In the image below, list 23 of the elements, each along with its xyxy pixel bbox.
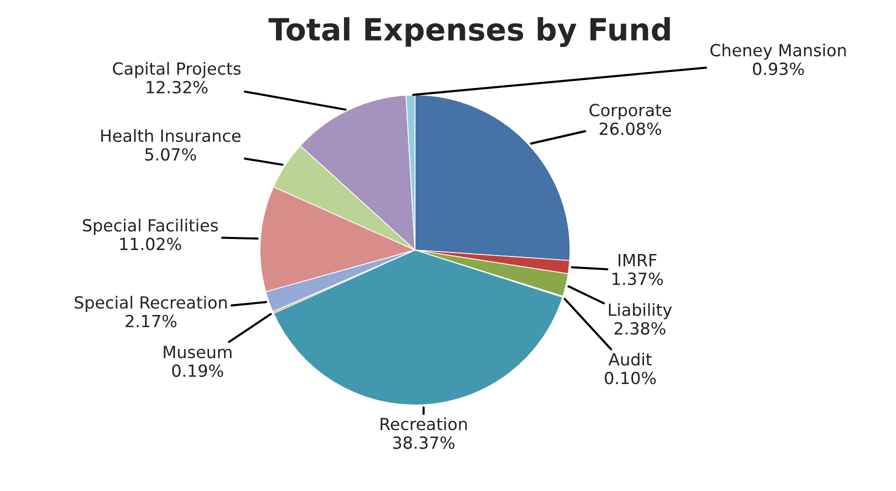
slice-label: Corporate — [590, 104, 672, 120]
slice-label: Cheney Mansion — [710, 44, 846, 60]
slice-label: Liability — [608, 303, 672, 320]
data-label: 0.93% — [752, 62, 804, 76]
data-label: 26.08% — [600, 122, 662, 136]
chart-title: Total Expenses by Fund — [268, 17, 670, 47]
slice-label: Special Recreation — [74, 296, 227, 312]
data-label: 0.10% — [604, 372, 656, 384]
data-label: 0.19% — [172, 364, 224, 377]
slice-label: Health Insurance — [101, 129, 241, 142]
slice-label: Special Facilities — [82, 218, 218, 235]
data-label: 2.38% — [614, 322, 666, 335]
slice-label: IMRF — [618, 254, 657, 266]
data-label: 12.32% — [146, 80, 208, 94]
slice-label: Capital Projects — [112, 62, 241, 78]
data-label: 2.17% — [126, 314, 176, 328]
slice-label: Recreation — [380, 417, 467, 430]
data-label: 5.07% — [145, 148, 196, 161]
data-label: 38.37% — [393, 436, 454, 449]
slice-label: Audit — [608, 352, 652, 366]
data-label: 1.37% — [612, 272, 663, 286]
slice-label: Museum — [164, 346, 232, 358]
data-label: 11.02% — [120, 238, 182, 250]
